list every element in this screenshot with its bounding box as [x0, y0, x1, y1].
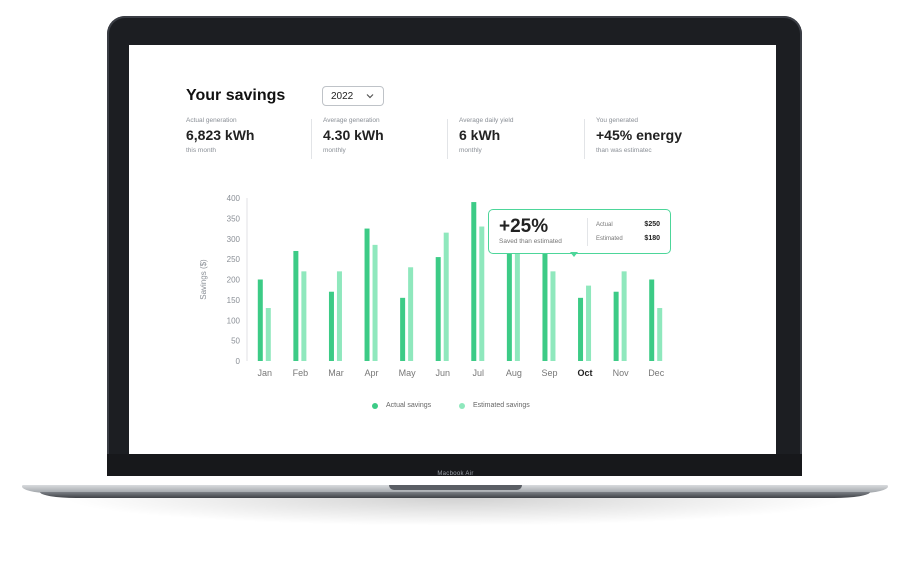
- stat-you-generated: You generated +45% energy than was estim…: [596, 117, 682, 154]
- page-title: Your savings: [186, 87, 286, 104]
- x-tick-label: May: [399, 368, 417, 378]
- tooltip-estimated-label: Estimated: [596, 236, 623, 242]
- x-tick-label: Aug: [506, 368, 522, 378]
- bar-actual: [613, 291, 619, 361]
- bar-actual: [400, 297, 406, 361]
- y-axis-label: Savings ($): [199, 259, 208, 300]
- bar-actual: [257, 279, 263, 361]
- laptop-base-edge: [40, 492, 870, 498]
- bar-actual: [506, 230, 512, 361]
- tooltip-divider: [587, 218, 588, 246]
- bar-actual: [328, 291, 334, 361]
- bar-estimated: [265, 308, 271, 361]
- x-tick-label: Nov: [613, 368, 630, 378]
- laptop-notch: [389, 485, 522, 490]
- bar-actual: [364, 228, 370, 361]
- bar-actual: [649, 279, 655, 361]
- y-tick-label: 100: [227, 316, 241, 325]
- bar-actual: [471, 202, 477, 361]
- chevron-down-icon: [366, 94, 374, 99]
- bar-actual: [578, 297, 584, 361]
- stat-label: Actual generation: [186, 117, 237, 124]
- x-tick-label: Sep: [541, 368, 557, 378]
- stat-label: Average daily yield: [459, 117, 514, 124]
- bar-actual: [435, 257, 441, 361]
- stat-divider: [311, 119, 312, 159]
- tooltip-actual-label: Actual: [596, 222, 613, 228]
- stat-sub: monthly: [459, 147, 482, 154]
- laptop-bezel-bottom: [107, 454, 802, 476]
- stat-divider: [584, 119, 585, 159]
- y-tick-label: 0: [236, 357, 241, 366]
- y-tick-label: 250: [227, 255, 241, 264]
- year-dropdown[interactable]: 2022: [322, 86, 384, 106]
- stat-average-daily-yield: Average daily yield 6 kWh monthly: [459, 117, 513, 154]
- stat-label: You generated: [596, 117, 639, 124]
- stat-average-generation: Average generation 4.30 kWh monthly: [323, 117, 384, 154]
- bar-actual: [542, 250, 548, 361]
- x-tick-label: Apr: [365, 368, 379, 378]
- bar-estimated: [372, 244, 378, 361]
- legend-swatch-actual: [372, 402, 378, 409]
- y-tick-label: 50: [231, 337, 240, 346]
- bar-actual: [293, 250, 299, 361]
- stat-value: 4.30 kWh: [323, 127, 384, 143]
- bar-estimated: [550, 271, 556, 361]
- stat-sub: monthly: [323, 147, 346, 154]
- y-tick-label: 350: [227, 214, 241, 223]
- legend-label-estimated: Estimated savings: [473, 402, 530, 409]
- stat-label: Average generation: [323, 117, 380, 124]
- x-tick-label: Oct: [578, 368, 593, 378]
- x-tick-label: Jun: [435, 368, 450, 378]
- legend-estimated: Estimated savings: [459, 402, 530, 409]
- stat-value: 6,823 kWh: [186, 127, 255, 143]
- legend-label-actual: Actual savings: [386, 402, 432, 409]
- bar-estimated: [443, 232, 449, 361]
- tooltip-percent: +25%: [499, 216, 549, 237]
- bar-estimated: [586, 285, 592, 361]
- y-tick-label: 300: [227, 235, 241, 244]
- stat-value: 6 kWh: [459, 127, 501, 143]
- bar-estimated: [514, 246, 520, 361]
- model-label: Macbook Air: [437, 471, 474, 477]
- legend-actual: Actual savings: [372, 402, 431, 409]
- stat-sub: than was estimatec: [596, 147, 652, 154]
- x-tick-label: Feb: [293, 368, 309, 378]
- screen: Your savings 2022 Actual generation 6,82…: [129, 45, 776, 454]
- x-tick-label: Mar: [328, 368, 344, 378]
- bar-estimated: [301, 271, 307, 361]
- tooltip-pointer: [570, 252, 578, 257]
- tooltip-actual-value: $250: [644, 221, 660, 228]
- savings-chart: 0 50 100 150 200 250 300 350 400 Savings ($) Jan Fe…: [199, 194, 665, 378]
- legend-swatch-estimated: [459, 402, 465, 409]
- bar-estimated: [621, 271, 627, 361]
- bar-estimated: [408, 267, 414, 361]
- x-tick-label: Jan: [258, 368, 273, 378]
- bar-estimated: [336, 271, 342, 361]
- stat-actual-generation: Actual generation 6,823 kWh this month: [186, 117, 254, 154]
- savings-tooltip: +25% Saved than estimated Actual $250 Es…: [488, 209, 671, 254]
- year-value: 2022: [331, 90, 354, 102]
- x-tick-label: Jul: [473, 368, 485, 378]
- y-tick-label: 200: [227, 276, 241, 285]
- stat-divider: [447, 119, 448, 159]
- x-tick-label: Dec: [648, 368, 665, 378]
- bar-estimated: [657, 308, 663, 361]
- stat-sub: this month: [186, 147, 216, 154]
- y-tick-label: 400: [227, 194, 241, 203]
- tooltip-caption: Saved than estimated: [499, 238, 562, 245]
- laptop-shadow: [60, 498, 850, 526]
- stat-value: +45% energy: [596, 127, 682, 143]
- tooltip-estimated-value: $180: [644, 235, 660, 242]
- y-tick-label: 150: [227, 296, 241, 305]
- bar-estimated: [479, 226, 485, 361]
